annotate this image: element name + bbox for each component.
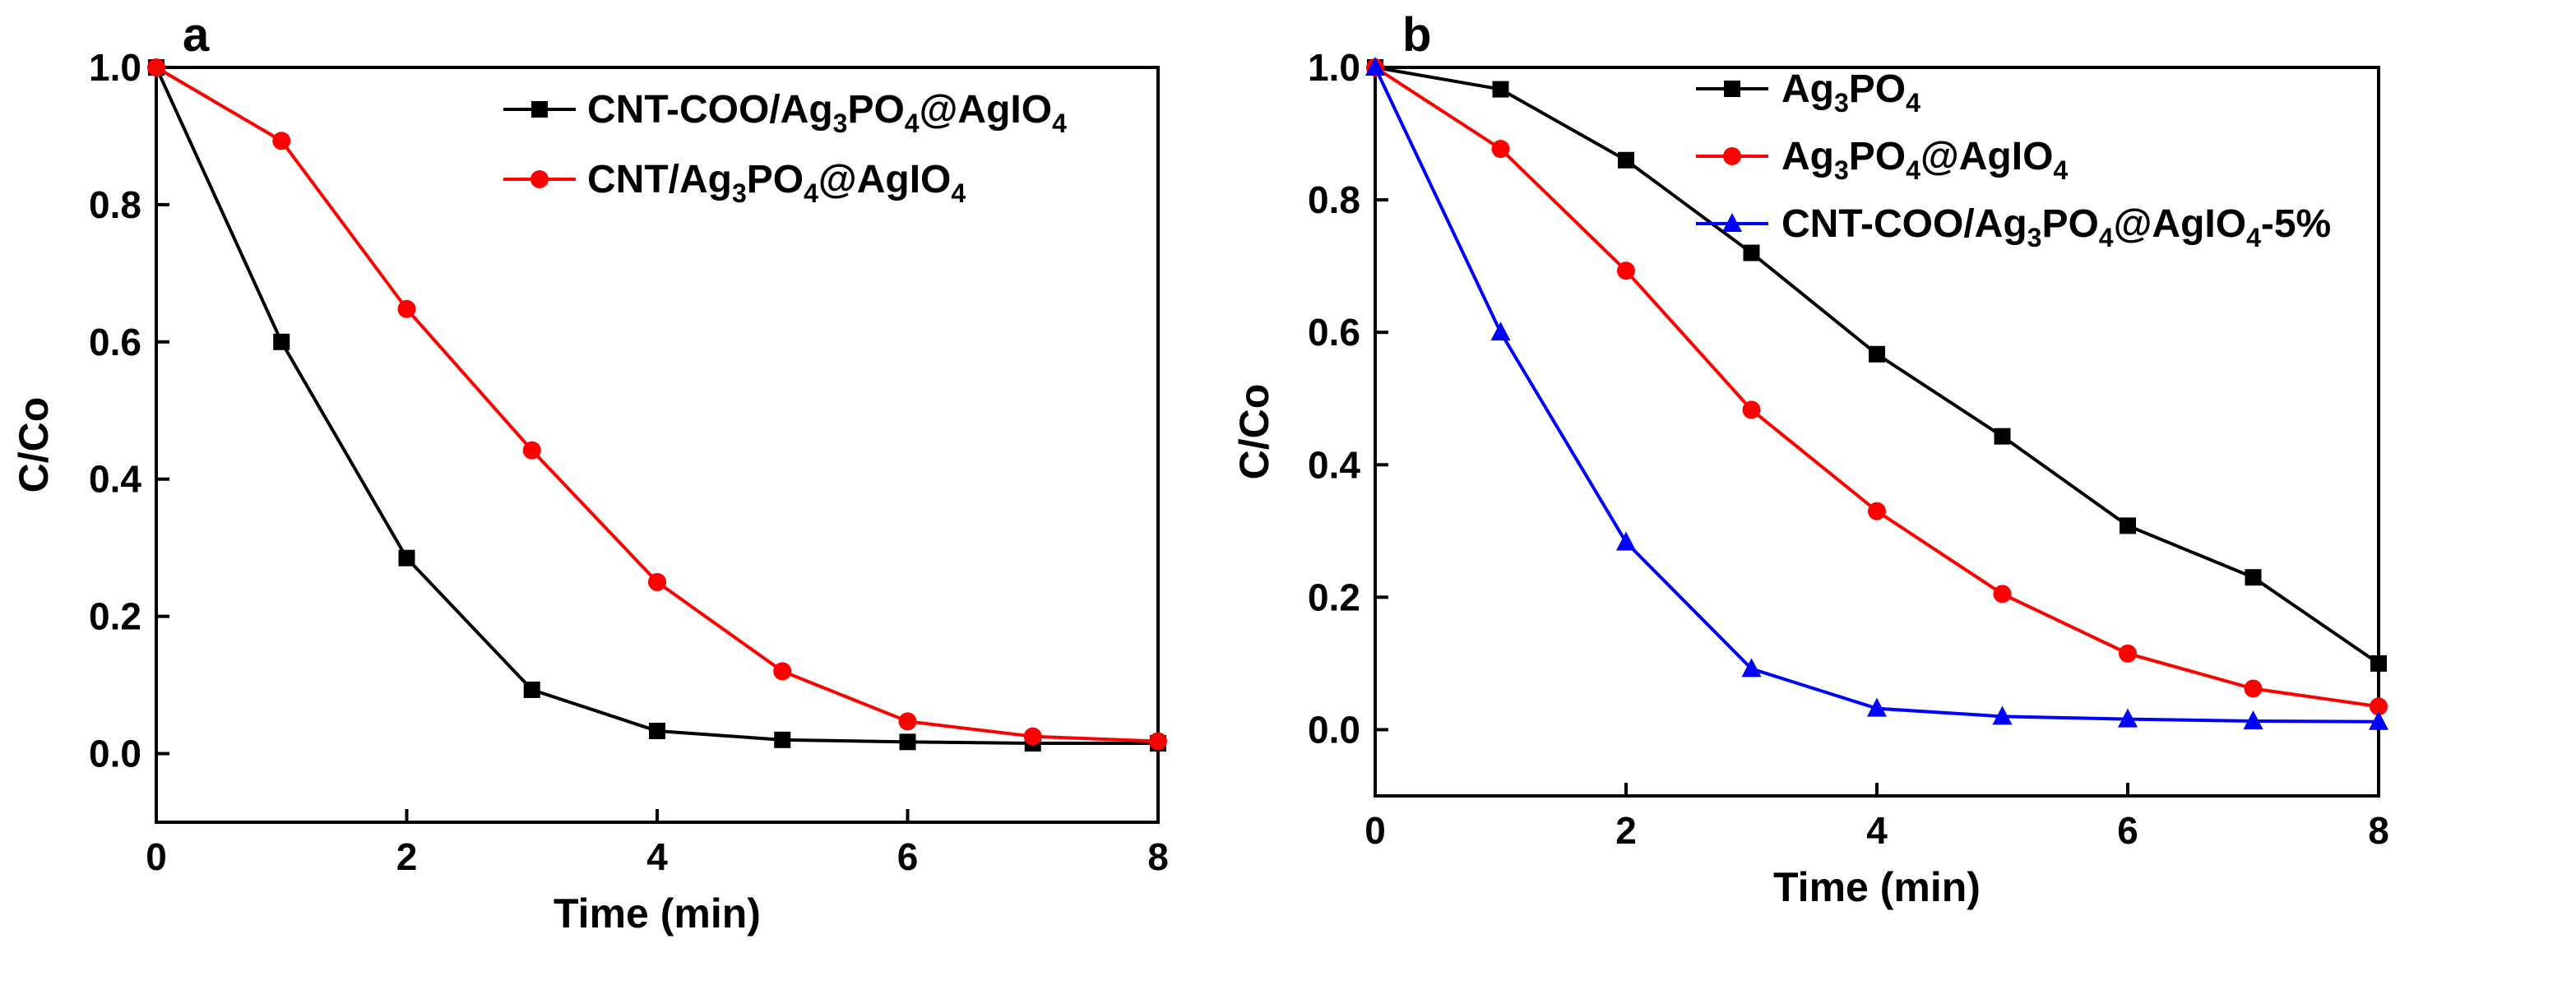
x-tick-label: 8	[1147, 835, 1169, 878]
panel-label: b	[1402, 8, 1431, 62]
x-tick-label: 0	[1364, 809, 1386, 852]
data-point	[2370, 697, 2388, 716]
data-point	[1365, 57, 1385, 76]
data-point	[273, 333, 290, 350]
legend-marker	[1724, 81, 1740, 97]
data-point	[1618, 151, 1634, 169]
x-tick-label: 6	[897, 835, 919, 878]
data-point	[147, 58, 165, 76]
data-point	[2118, 708, 2138, 728]
legend-marker	[1722, 213, 1742, 232]
data-point	[398, 549, 415, 567]
y-tick-label: 1.0	[1308, 46, 1360, 89]
data-point	[1617, 261, 1635, 280]
data-point	[2244, 679, 2263, 698]
y-tick-label: 0.4	[1308, 443, 1360, 486]
legend-marker	[1723, 147, 1741, 165]
chart-panel-a: a 0 2 4 6 8 0.0 0.2 0.4 0.6 0.8 1.0 Time (min) C/Co CN…	[11, 8, 1169, 937]
data-point	[1149, 732, 1167, 751]
data-point	[1994, 428, 2011, 445]
data-point	[2119, 644, 2137, 663]
data-point	[1491, 140, 1510, 159]
data-point	[1992, 705, 2013, 725]
data-point	[1869, 345, 1885, 363]
y-tick-label: 0.2	[89, 595, 141, 638]
data-point	[899, 733, 916, 751]
data-point	[1023, 727, 1042, 746]
data-point	[272, 132, 291, 150]
data-point	[1868, 502, 1886, 520]
x-tick-label: 6	[2117, 809, 2138, 852]
data-point	[522, 441, 541, 460]
data-point	[2243, 710, 2263, 729]
y-axis-label: C/Co	[1231, 384, 1277, 480]
y-tick-label: 0.6	[89, 321, 141, 363]
data-point	[774, 731, 791, 748]
legend-entry: CNT-COO/Ag3PO4@AgIO4-5%	[1781, 202, 2331, 252]
data-point	[1742, 400, 1761, 419]
data-point	[1741, 658, 1762, 678]
x-axis-label: Time (min)	[554, 890, 761, 937]
y-tick-label: 0.2	[1308, 576, 1360, 618]
x-tick-label: 0	[146, 835, 167, 878]
y-axis-label: C/Co	[11, 397, 57, 493]
data-point	[1492, 81, 1509, 98]
x-tick-label: 4	[1866, 809, 1888, 852]
legend-entry: Ag3PO4	[1781, 67, 1920, 118]
data-point	[898, 712, 917, 731]
data-point	[523, 681, 540, 698]
y-tick-label: 0.0	[89, 733, 141, 775]
data-point	[1743, 244, 1760, 261]
y-tick-label: 0.8	[89, 183, 141, 226]
panel-label: a	[183, 8, 210, 62]
data-point	[2245, 569, 2262, 586]
x-tick-label: 8	[2368, 809, 2389, 852]
data-point	[2370, 654, 2387, 672]
legend-entry: CNT/Ag3PO4@AgIO4	[587, 158, 966, 208]
legend-entry: CNT-COO/Ag3PO4@AgIO4	[587, 88, 1067, 138]
legend-marker	[531, 101, 548, 118]
data-point	[1993, 585, 2012, 604]
data-point	[2120, 517, 2136, 534]
data-point	[1616, 531, 1636, 551]
x-axis-label: Time (min)	[1773, 864, 1981, 910]
y-tick-label: 1.0	[89, 46, 141, 89]
data-point	[2369, 710, 2388, 730]
x-tick-label: 2	[396, 835, 418, 878]
y-tick-label: 0.0	[1308, 708, 1360, 751]
y-tick-label: 0.4	[89, 458, 141, 501]
data-point	[397, 299, 416, 318]
data-point	[773, 662, 792, 681]
y-tick-label: 0.8	[1308, 178, 1360, 221]
chart-panel-b: b 0 2 4 6 8 0.0 0.2 0.4 0.6 0.8 1.0 Time (min) C/Co Ag…	[1231, 8, 2389, 910]
x-tick-label: 4	[646, 835, 668, 878]
data-point	[649, 723, 665, 740]
data-point	[648, 572, 666, 591]
data-point	[1867, 697, 1887, 717]
legend-marker	[530, 170, 549, 188]
legend-entry: Ag3PO4@AgIO4	[1781, 135, 2068, 185]
data-point	[1490, 321, 1511, 341]
x-tick-label: 2	[1615, 809, 1637, 852]
y-tick-label: 0.6	[1308, 311, 1360, 354]
